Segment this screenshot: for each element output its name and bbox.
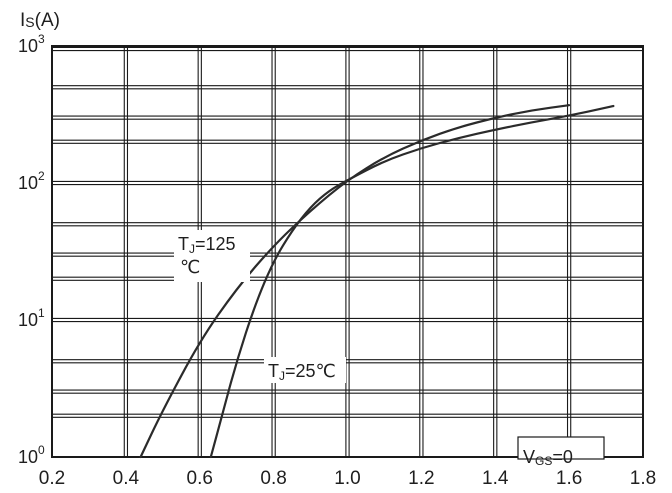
series-label-text: TJ=125 xyxy=(178,234,236,256)
series-label-sub: J xyxy=(279,369,285,383)
x-tick-label: 0.6 xyxy=(187,468,213,489)
y-tick-label: 100 xyxy=(18,443,45,467)
vgs-annotation-box xyxy=(517,436,605,460)
x-tick-label: 0.8 xyxy=(260,468,286,489)
y-axis-title-unit: (A) xyxy=(35,10,60,31)
series-label-main: T xyxy=(178,234,189,254)
vgs-annotation-text: VGS=0 xyxy=(523,447,573,468)
y-tick-exponent: 2 xyxy=(38,169,45,183)
vgs-sub: GS xyxy=(535,454,552,468)
x-tick-label: 0.2 xyxy=(39,468,65,489)
vgs-value: =0 xyxy=(552,447,573,467)
y-axis-title: IS(A) xyxy=(20,10,60,31)
x-tick-label: 1.4 xyxy=(482,468,509,489)
series-label-0: TJ=125℃ xyxy=(174,230,250,282)
y-tick-base: 10 xyxy=(18,36,38,56)
series-label-unit: ℃ xyxy=(316,361,336,381)
x-tick-label: 1.8 xyxy=(630,468,656,489)
series-label-main: T xyxy=(268,361,279,381)
x-tick-label: 0.4 xyxy=(113,468,140,489)
series-label-unit: ℃ xyxy=(180,257,200,277)
x-tick-label: 1.2 xyxy=(408,468,434,489)
series-line-0 xyxy=(139,104,571,459)
y-tick-base: 10 xyxy=(18,310,38,330)
y-tick-exponent: 1 xyxy=(38,306,45,320)
series-label-value: =25 xyxy=(285,361,316,381)
y-tick-base: 10 xyxy=(18,447,38,467)
x-tick-label: 1.6 xyxy=(556,468,582,489)
y-tick-exponent: 3 xyxy=(38,32,45,46)
series-label-value: =125 xyxy=(195,234,236,254)
series-label-background xyxy=(264,357,346,383)
series-label-text: TJ=25℃ xyxy=(268,361,336,383)
y-tick-label: 101 xyxy=(18,306,45,330)
y-axis-title-main: I xyxy=(20,10,25,31)
series-label-background xyxy=(174,230,250,282)
y-tick-label: 102 xyxy=(18,169,45,193)
y-tick-exponent: 0 xyxy=(38,443,45,457)
y-tick-base: 10 xyxy=(18,173,38,193)
y-tick-label: 103 xyxy=(18,32,45,56)
vgs-annotation: VGS=0 xyxy=(517,436,605,468)
series-label-sub: J xyxy=(189,242,195,256)
y-axis-title-sub: S xyxy=(25,14,34,30)
x-tick-label: 1.0 xyxy=(334,468,360,489)
series-line-1 xyxy=(209,104,615,459)
series-label-1: TJ=25℃ xyxy=(264,357,346,383)
plot-frame xyxy=(51,45,644,458)
vgs-main: V xyxy=(523,447,535,467)
